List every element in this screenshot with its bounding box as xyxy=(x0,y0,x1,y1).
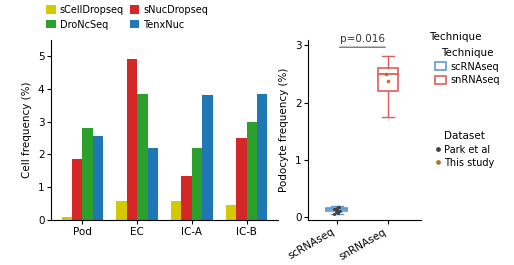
Y-axis label: Cell frequency (%): Cell frequency (%) xyxy=(22,82,32,178)
Point xyxy=(330,207,338,211)
Bar xyxy=(137,94,148,220)
Bar xyxy=(127,59,137,220)
Bar xyxy=(116,201,127,220)
Point xyxy=(382,72,391,76)
Bar xyxy=(326,207,347,211)
Text: Technique: Technique xyxy=(429,32,482,42)
Bar xyxy=(202,95,213,220)
Bar xyxy=(93,136,103,220)
Point xyxy=(333,208,341,212)
Point xyxy=(331,206,339,211)
Point xyxy=(333,206,341,210)
Bar xyxy=(62,217,72,220)
Point xyxy=(335,205,343,209)
Text: p=0.016: p=0.016 xyxy=(340,34,385,44)
Point xyxy=(330,212,338,216)
Bar xyxy=(72,159,82,220)
Bar xyxy=(247,122,257,220)
Bar xyxy=(82,128,93,220)
Legend: Park et al, This study: Park et al, This study xyxy=(435,131,494,168)
Point xyxy=(334,210,342,215)
Point xyxy=(334,205,342,210)
Bar xyxy=(171,201,181,220)
Point xyxy=(383,79,392,83)
Point xyxy=(333,207,341,212)
Bar xyxy=(192,148,202,220)
Bar xyxy=(257,94,267,220)
Bar xyxy=(181,176,192,220)
Bar xyxy=(378,68,398,91)
Point xyxy=(334,209,342,214)
Point xyxy=(332,210,340,214)
Bar xyxy=(226,205,236,220)
Y-axis label: Podocyte frequency (%): Podocyte frequency (%) xyxy=(279,68,289,192)
Legend: sCellDropseq, DroNcSeq, sNucDropseq, TenxNuc: sCellDropseq, DroNcSeq, sNucDropseq, Ten… xyxy=(46,5,208,30)
Bar xyxy=(148,148,158,220)
Bar xyxy=(236,138,247,220)
Point xyxy=(336,209,344,213)
